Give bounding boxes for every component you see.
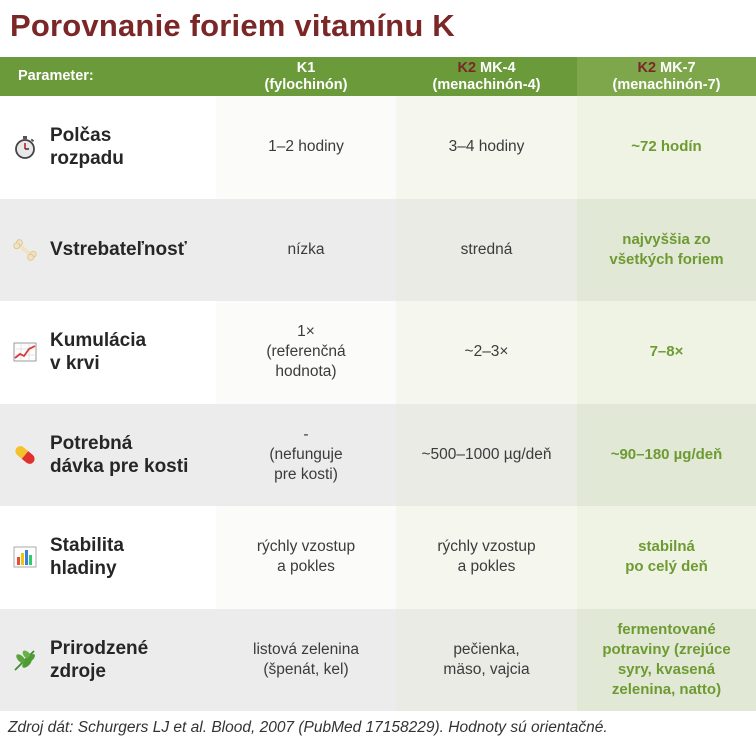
parameter-cell: Potrebná dávka pre kosti	[0, 403, 216, 506]
header-k1-line1: K1	[296, 59, 316, 76]
header-k1: K1 (fylochinón)	[216, 57, 396, 96]
k1-value: nízka	[216, 198, 396, 301]
comparison-table: Parameter: K1 (fylochinón) K2 MK-4 (mena…	[0, 57, 756, 711]
parameter-cell: Kumulácia v krvi	[0, 301, 216, 404]
header-k1-subtitle: (fylochinón)	[264, 76, 348, 93]
k1-value: - (nefunguje pre kosti)	[216, 403, 396, 506]
stopwatch-icon	[12, 134, 38, 160]
parameter-label: Polčas rozpadu	[50, 125, 124, 170]
mk7-value: najvyššia zo všetkých foriem	[577, 198, 756, 301]
footnote: Zdroj dát: Schurgers LJ et al. Blood, 20…	[8, 719, 608, 736]
header-k1-name: K1	[297, 60, 316, 77]
header-mk7-prefix: K2	[637, 59, 657, 76]
header-mk4-prefix: K2	[457, 59, 477, 76]
pill-icon	[12, 442, 38, 468]
parameter-label: Potrebná dávka pre kosti	[50, 432, 189, 477]
mk4-value: ~500–1000 µg/deň	[396, 403, 577, 506]
k1-value: 1× (referenčná hodnota)	[216, 301, 396, 404]
mk4-value: rýchly vzostup a pokles	[396, 506, 577, 609]
parameter-label: Stabilita hladiny	[50, 535, 124, 580]
mk4-value: stredná	[396, 198, 577, 301]
mk4-value: 3–4 hodiny	[396, 96, 577, 199]
mk7-value: ~90–180 µg/deň	[577, 403, 756, 506]
table-row: Polčas rozpadu 1–2 hodiny 3–4 hodiny ~72…	[0, 96, 756, 199]
parameter-cell: Stabilita hladiny	[0, 506, 216, 609]
parameter-label: Prirodzené zdroje	[50, 637, 149, 682]
mk4-value: ~2–3×	[396, 301, 577, 404]
table-row: Vstrebateľnosť nízka stredná najvyššia z…	[0, 198, 756, 301]
page-title: Porovnanie foriem vitamínu K	[10, 8, 455, 43]
mk7-value: fermentované potraviny (zrejúce syry, kv…	[577, 608, 756, 711]
bone-icon	[12, 237, 38, 263]
mk7-value: stabilná po celý deň	[577, 506, 756, 609]
k1-value: listová zelenina (špenát, kel)	[216, 608, 396, 711]
parameter-cell: Prirodzené zdroje	[0, 608, 216, 711]
header-parameter: Parameter:	[0, 57, 216, 96]
k1-value: 1–2 hodiny	[216, 96, 396, 199]
k1-value: rýchly vzostup a pokles	[216, 506, 396, 609]
bar-chart-icon	[12, 544, 38, 570]
mk4-value: pečienka, mäso, vajcia	[396, 608, 577, 711]
header-mk4-name: K2 MK-4	[457, 60, 515, 77]
table-header: Parameter: K1 (fylochinón) K2 MK-4 (mena…	[0, 57, 756, 96]
header-mk7-subtitle: (menachinón-7)	[612, 76, 721, 93]
parameter-label: Vstrebateľnosť	[50, 239, 187, 261]
leaf-icon	[12, 647, 38, 673]
table-row: Kumulácia v krvi 1× (referenčná hodnota)…	[0, 301, 756, 404]
parameter-cell: Polčas rozpadu	[0, 96, 216, 199]
parameter-cell: Vstrebateľnosť	[0, 198, 216, 301]
header-parameter-label: Parameter:	[18, 68, 94, 84]
mk7-value: ~72 hodín	[577, 96, 756, 199]
parameter-label: Kumulácia v krvi	[50, 330, 147, 375]
header-mk4: K2 MK-4 (menachinón-4)	[396, 57, 577, 96]
mk7-value: 7–8×	[577, 301, 756, 404]
trend-chart-icon	[12, 339, 38, 365]
table-row: Stabilita hladiny rýchly vzostup a pokle…	[0, 506, 756, 609]
header-mk7-line1: MK-7	[656, 59, 696, 76]
header-mk4-line1: MK-4	[476, 59, 516, 76]
header-mk7-name: K2 MK-7	[637, 60, 695, 77]
table-row: Prirodzené zdroje listová zelenina (špen…	[0, 608, 756, 711]
header-mk7: K2 MK-7 (menachinón-7)	[577, 57, 756, 96]
table-row: Potrebná dávka pre kosti - (nefunguje pr…	[0, 403, 756, 506]
header-mk4-subtitle: (menachinón-4)	[432, 76, 541, 93]
